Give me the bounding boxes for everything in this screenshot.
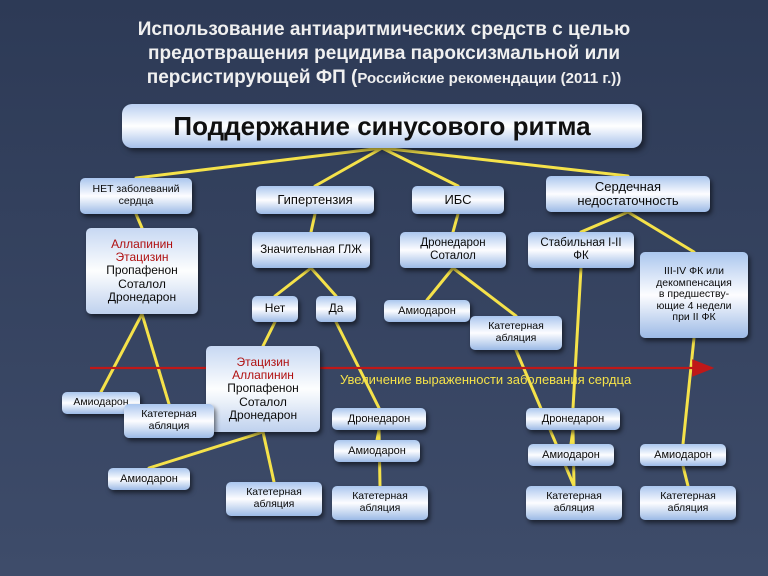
- node-amio1: Амиодарон: [384, 300, 470, 322]
- node-no: Нет: [252, 296, 298, 322]
- node-no_disease: НЕТ заболеваний сердца: [80, 178, 192, 214]
- node-abl_b4: Катетернаяабляция: [526, 486, 622, 520]
- node-amio_b4: Амиодарон: [528, 444, 614, 466]
- severity-arrow-label: Увеличение выраженности заболевания серд…: [340, 372, 631, 387]
- node-amio_b3: Амиодарон: [334, 440, 420, 462]
- node-amio_b1: Амиодарон: [108, 468, 190, 490]
- node-dron_mid: Дронедарон: [332, 408, 426, 430]
- node-abl1: Катетернаяабляция: [470, 316, 562, 350]
- node-drug_b: ЭтацизинАллапининПропафенонСоталолДронед…: [206, 346, 320, 432]
- node-abl_b5: Катетернаяабляция: [640, 486, 736, 520]
- node-hypertension: Гипертензия: [256, 186, 374, 214]
- node-dron_sot: ДронедаронСоталол: [400, 232, 506, 268]
- node-iii_iv: III-IV ФК илидекомпенсацияв предшеству-ю…: [640, 252, 748, 338]
- node-yes: Да: [316, 296, 356, 322]
- page-title: Использование антиаритмических средств с…: [0, 18, 768, 89]
- main-banner: Поддержание синусового ритма: [122, 104, 642, 148]
- node-ibs: ИБС: [412, 186, 504, 214]
- node-abl_left: Катетернаяабляция: [124, 404, 214, 438]
- node-abl_b2: Катетернаяабляция: [226, 482, 322, 516]
- node-hf: Сердечная недостаточность: [546, 176, 710, 212]
- node-stable: Стабильная I-II ФК: [528, 232, 634, 268]
- node-amio_b5: Амиодарон: [640, 444, 726, 466]
- node-abl_b3: Катетернаяабляция: [332, 486, 428, 520]
- node-dron_r: Дронедарон: [526, 408, 620, 430]
- node-glzh: Значительная ГЛЖ: [252, 232, 370, 268]
- node-drug_a: АллапининЭтацизинПропафенонСоталолДронед…: [86, 228, 198, 314]
